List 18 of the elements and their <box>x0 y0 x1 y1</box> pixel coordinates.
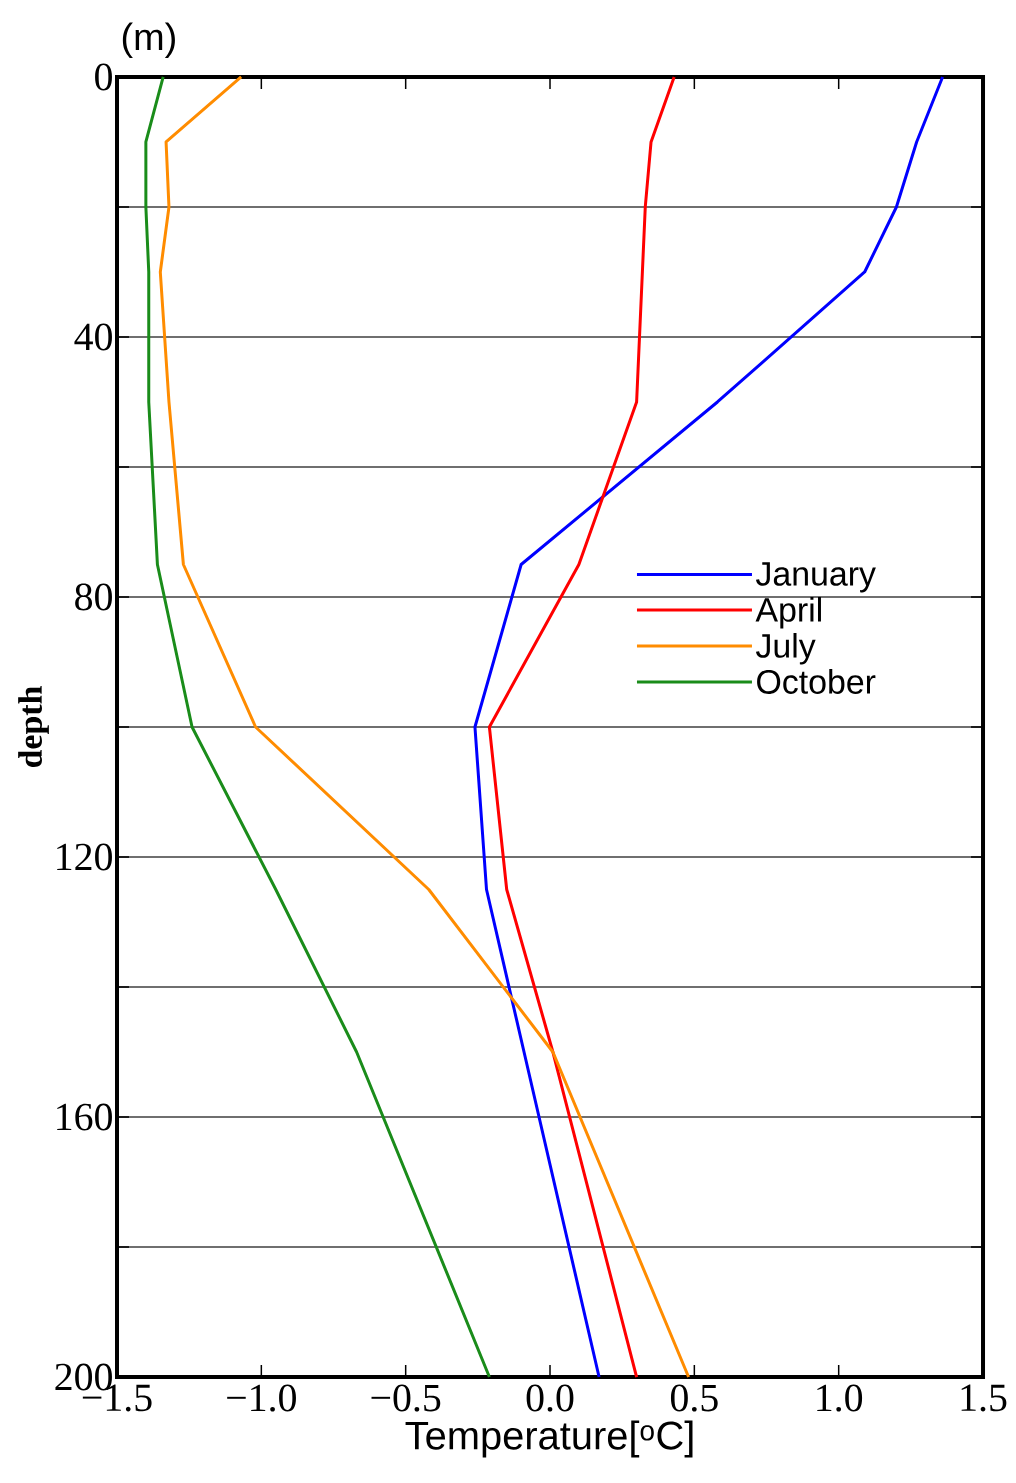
x-tick-label: 1.5 <box>961 1384 1007 1412</box>
x-axis-title: Temperature[$^{o}$C] <box>405 1420 693 1458</box>
x-tick-label: 0.5 <box>670 1384 718 1412</box>
y-tick-label: 120 <box>57 843 112 871</box>
y-tick-label: 80 <box>75 583 112 611</box>
legend-label: January <box>756 562 876 593</box>
x-tick-label: −1.0 <box>227 1384 296 1412</box>
y-tick-label: 160 <box>57 1103 112 1131</box>
legend-label: April <box>755 596 821 629</box>
x-tick-label: 0.0 <box>526 1384 574 1412</box>
x-tick-label: −0.5 <box>371 1384 441 1412</box>
y-tick-label: 0 <box>95 63 112 91</box>
text: (m) <box>122 22 175 58</box>
legend-label: October <box>757 669 876 694</box>
y-tick-label: 40 <box>74 323 112 351</box>
legend-label: July <box>756 632 816 665</box>
x-tick-label: 1.0 <box>817 1384 863 1412</box>
y-axis-title: depth <box>18 686 49 768</box>
